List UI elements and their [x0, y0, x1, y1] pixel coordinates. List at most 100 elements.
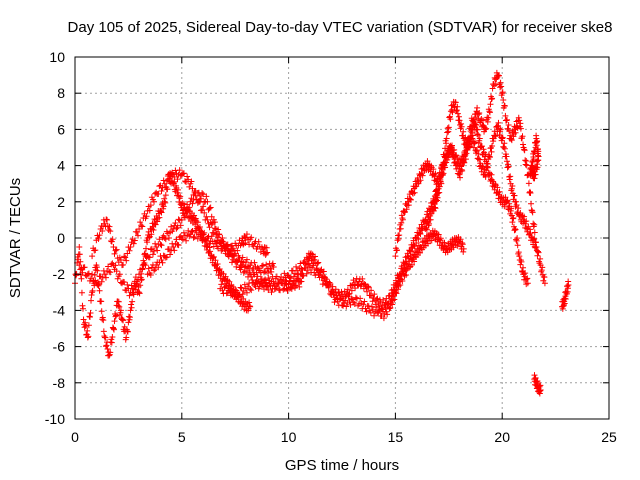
data-point [161, 198, 168, 205]
data-point [120, 317, 127, 324]
data-point [393, 290, 400, 297]
data-point [79, 269, 86, 276]
data-point [371, 312, 378, 319]
series-track-9 [430, 115, 531, 288]
data-point [162, 236, 169, 243]
data-point [147, 246, 154, 253]
data-point [398, 212, 405, 219]
data-point [484, 160, 491, 167]
data-point [475, 111, 482, 118]
data-point [426, 220, 433, 227]
data-point [127, 314, 134, 321]
data-point [564, 285, 571, 292]
series-track-8 [422, 69, 548, 287]
data-point [321, 274, 328, 281]
data-point [287, 275, 294, 282]
data-point [529, 169, 536, 176]
data-point [259, 262, 266, 269]
data-point [151, 247, 158, 254]
y-tick-label: 2 [57, 194, 65, 210]
data-point [510, 214, 517, 221]
data-point [303, 270, 310, 277]
data-point [147, 271, 154, 278]
data-point [156, 214, 163, 221]
data-point [159, 184, 166, 191]
data-point [128, 304, 135, 311]
data-point [471, 140, 478, 147]
data-point [320, 277, 327, 284]
data-point [88, 292, 95, 299]
data-point [499, 90, 506, 97]
data-point [300, 272, 307, 279]
data-point [419, 239, 426, 246]
data-point [286, 278, 293, 285]
data-point [206, 205, 213, 212]
x-tick-label: 15 [388, 429, 404, 445]
data-point [454, 242, 461, 249]
data-point [232, 293, 239, 300]
data-point [520, 141, 527, 148]
y-tick-label: -6 [53, 339, 66, 355]
data-point [189, 227, 196, 234]
data-point [472, 121, 479, 128]
data-point [360, 301, 367, 308]
data-point [96, 232, 103, 239]
data-point [460, 128, 467, 135]
data-point [133, 228, 140, 235]
data-point [411, 189, 418, 196]
data-point [460, 157, 467, 164]
data-point [78, 289, 85, 296]
data-point [270, 263, 277, 270]
data-point [262, 276, 269, 283]
data-point [214, 261, 221, 268]
data-point [505, 122, 512, 129]
data-point [532, 374, 539, 381]
data-point [527, 189, 534, 196]
data-point [340, 302, 347, 309]
data-point [226, 249, 233, 256]
data-point [509, 182, 516, 189]
data-point [152, 266, 159, 273]
data-point [436, 189, 443, 196]
data-point [184, 173, 191, 180]
data-point [357, 295, 364, 302]
data-point [446, 151, 453, 158]
data-point [110, 326, 117, 333]
data-point [117, 307, 124, 314]
data-point [248, 234, 255, 241]
data-point [467, 128, 474, 135]
data-point [129, 298, 136, 305]
data-point [529, 207, 536, 214]
data-point [475, 155, 482, 162]
data-point [277, 287, 284, 294]
data-point [155, 191, 162, 198]
data-point [522, 220, 529, 227]
data-point [281, 270, 288, 277]
data-point [261, 286, 268, 293]
data-point [95, 281, 102, 288]
data-point [136, 225, 143, 232]
data-point [89, 289, 96, 296]
data-point [333, 292, 340, 299]
data-point [102, 274, 109, 281]
data-point [222, 250, 229, 257]
data-point [139, 223, 146, 230]
data-point [141, 250, 148, 257]
data-point [126, 247, 133, 254]
data-point [530, 156, 537, 163]
y-tick-label: 4 [57, 158, 65, 174]
data-point [126, 292, 133, 299]
data-point [255, 285, 262, 292]
data-point [271, 282, 278, 289]
data-point [508, 205, 515, 212]
data-point [273, 273, 280, 280]
data-point [507, 173, 514, 180]
data-point [317, 269, 324, 276]
data-point [504, 116, 511, 123]
data-point [513, 198, 520, 205]
data-point [84, 334, 91, 341]
data-point [501, 203, 508, 210]
data-point [82, 323, 89, 330]
data-point [522, 157, 529, 164]
data-point [203, 193, 210, 200]
